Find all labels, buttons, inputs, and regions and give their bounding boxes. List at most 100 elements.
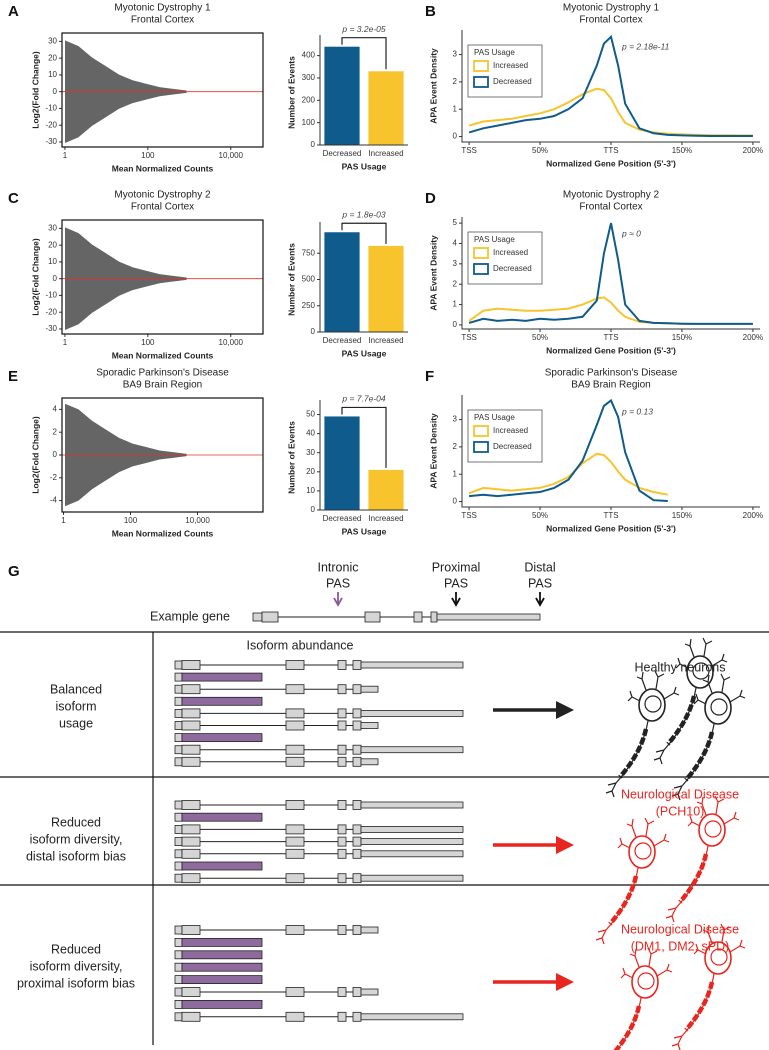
axes	[319, 400, 408, 511]
pas-arrow	[535, 592, 545, 607]
neuron	[665, 795, 740, 923]
plot-frame	[61, 32, 264, 148]
exon	[181, 812, 263, 822]
row-label: Reduced	[51, 942, 101, 956]
y-tick-label: -20	[45, 307, 57, 316]
x-axis-title: PAS Usage	[342, 348, 387, 358]
x-axis-title: PAS Usage	[342, 526, 387, 536]
bar	[368, 71, 404, 145]
p-value: p = 3.2e-05	[341, 24, 386, 34]
terminals	[665, 907, 677, 923]
exon	[285, 744, 305, 755]
x-axis-title: Normalized Gene Position (5'-3')	[546, 158, 676, 168]
y-tick-label: 0	[453, 497, 458, 506]
y-tick-label: 50	[306, 410, 315, 419]
chart-title: Myotonic Dystrophy 1	[114, 3, 211, 14]
exon	[181, 938, 263, 947]
exon	[285, 800, 305, 810]
panel-letter: C	[8, 190, 19, 207]
y-tick-label: 0	[53, 87, 58, 96]
exon	[352, 660, 362, 670]
significance-bracket	[341, 222, 387, 244]
y-tick-label: 300	[302, 73, 316, 82]
exon	[174, 812, 183, 822]
y-tick-label: 0	[53, 274, 58, 283]
y-tick-label: 20	[306, 467, 315, 476]
exon	[360, 746, 464, 754]
exon	[360, 722, 379, 729]
significance-bracket	[341, 406, 387, 468]
y-tick-label: 10	[48, 257, 57, 266]
x-tick-label: 100	[141, 151, 155, 160]
y-tick-label: 4	[53, 405, 58, 414]
x-tick-label: Decreased	[323, 336, 362, 345]
y-axis-title: APA Event Density	[428, 413, 438, 489]
x-tick-label: Decreased	[323, 514, 362, 523]
legend-label: Decreased	[493, 77, 532, 86]
exon	[174, 733, 183, 742]
y-tick-label: -30	[45, 137, 57, 146]
exon	[360, 826, 464, 833]
arrow-head	[556, 973, 574, 991]
exon	[360, 988, 379, 996]
x-tick-label: 10,000	[219, 151, 244, 160]
legend-title: PAS Usage	[474, 413, 515, 422]
series-line	[469, 398, 668, 502]
exon	[174, 684, 183, 694]
x-tick-label: 50%	[532, 511, 548, 520]
exon	[360, 1013, 464, 1021]
pas-label: PAS	[528, 576, 552, 590]
p-value: p = 1.8e-03	[341, 210, 386, 220]
dendrites	[687, 795, 740, 827]
exon	[261, 611, 279, 623]
terminals	[605, 782, 617, 798]
x-tick-label: 1	[61, 516, 66, 525]
outcome-label: (PCH10)	[656, 804, 705, 818]
soma	[638, 688, 666, 722]
terminals	[671, 1035, 683, 1050]
exon	[174, 800, 183, 810]
exon	[337, 925, 347, 935]
exon	[174, 672, 183, 682]
legend-title: PAS Usage	[474, 48, 515, 57]
exon	[430, 611, 438, 623]
exon	[337, 744, 347, 755]
exon	[174, 1012, 183, 1022]
exon	[337, 800, 347, 810]
legend-label: Decreased	[493, 442, 532, 451]
x-tick-label: 200%	[743, 146, 763, 155]
neuron	[671, 923, 746, 1050]
exon	[181, 672, 263, 682]
x-tick-label: 150%	[672, 146, 692, 155]
nucleus	[692, 662, 710, 680]
y-tick-label: -10	[45, 104, 57, 113]
exon	[174, 696, 183, 706]
x-tick-label: 1	[63, 338, 68, 347]
y-tick-label: 30	[306, 448, 315, 457]
myelin	[608, 875, 639, 926]
x-tick-label: 200%	[743, 511, 763, 520]
exon	[352, 1011, 362, 1022]
exon	[174, 709, 183, 718]
panel-letter: B	[425, 3, 436, 20]
plot-frame	[61, 219, 264, 335]
y-tick-label: 30	[48, 36, 57, 45]
arrow-head	[556, 836, 574, 854]
exon	[181, 975, 263, 984]
bar	[368, 245, 404, 332]
exon	[181, 962, 263, 972]
myelin	[684, 981, 715, 1032]
exon	[337, 1011, 347, 1022]
p-value: p ≈ 0	[621, 228, 641, 238]
y-tick-label: 20	[48, 53, 57, 62]
exon	[174, 975, 183, 984]
exon	[337, 708, 347, 719]
legend-swatch	[473, 425, 489, 437]
exon	[181, 756, 201, 767]
exon	[252, 612, 263, 622]
exon	[285, 987, 305, 997]
exon	[364, 611, 381, 623]
legend-label: Decreased	[493, 264, 532, 273]
y-tick-label: 1	[453, 300, 458, 309]
